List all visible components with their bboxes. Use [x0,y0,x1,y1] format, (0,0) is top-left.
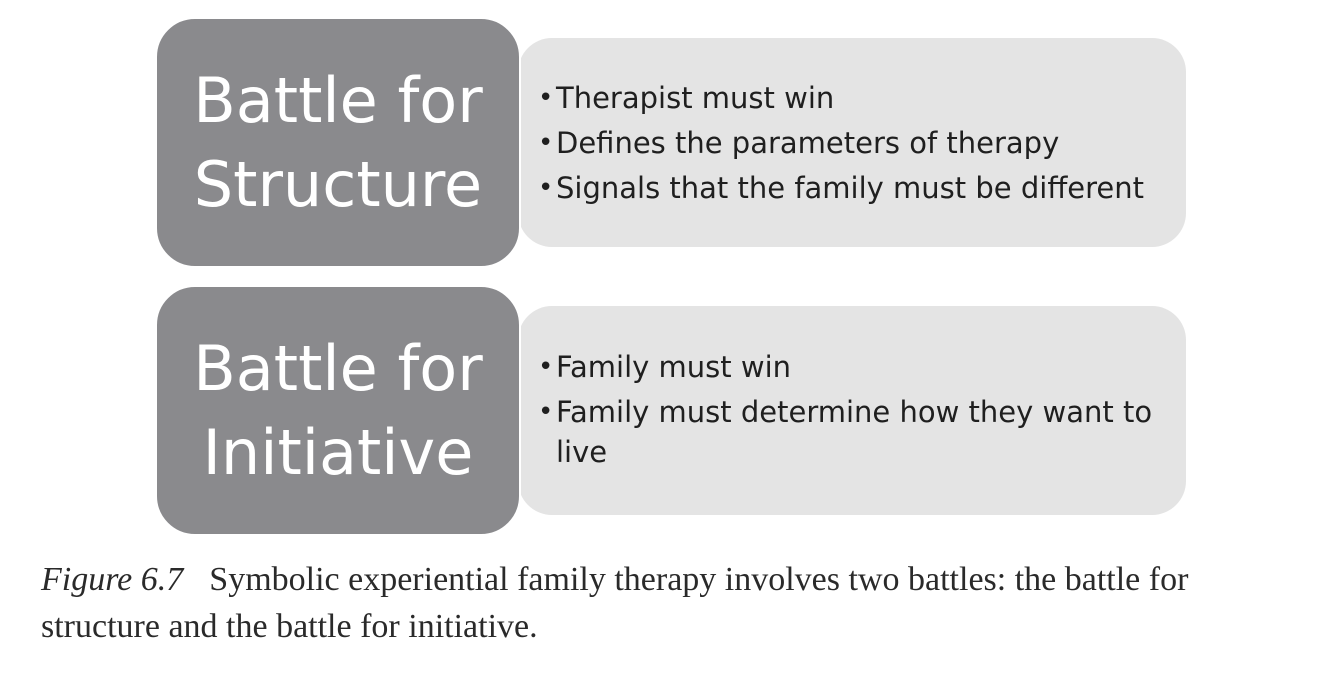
initiative-title-box: Battle for Initiative [155,285,521,536]
initiative-bullet-item: Family must determine how they want to l… [538,392,1162,472]
initiative-title-line-1: Battle for [193,331,483,405]
structure-title-box: Battle for Structure [155,17,521,268]
figure-caption-text: Symbolic experiential family therapy inv… [41,561,1189,645]
diagram-row-structure: Therapist must win Defines the parameter… [0,17,1336,268]
structure-details-panel: Therapist must win Defines the parameter… [518,38,1186,247]
structure-bullet-item: Defines the parameters of therapy [538,123,1162,163]
structure-bullet-item: Signals that the family must be differen… [538,168,1162,208]
structure-title-line-2: Structure [193,147,483,221]
initiative-title: Battle for Initiative [157,327,519,495]
structure-bullet-item: Therapist must win [538,78,1162,118]
structure-bullet-list: Therapist must win Defines the parameter… [538,78,1162,213]
initiative-details-panel: Family must win Family must determine ho… [518,306,1186,515]
structure-title-line-1: Battle for [193,63,483,137]
initiative-bullet-list: Family must win Family must determine ho… [538,347,1162,477]
initiative-bullet-item: Family must win [538,347,1162,387]
initiative-title-line-2: Initiative [202,415,474,489]
diagram-row-initiative: Family must win Family must determine ho… [0,285,1336,536]
figure-caption: Figure 6.7 Symbolic experiential family t… [41,556,1301,650]
figure-label: Figure 6.7 [41,561,184,598]
structure-title: Battle for Structure [157,59,519,227]
